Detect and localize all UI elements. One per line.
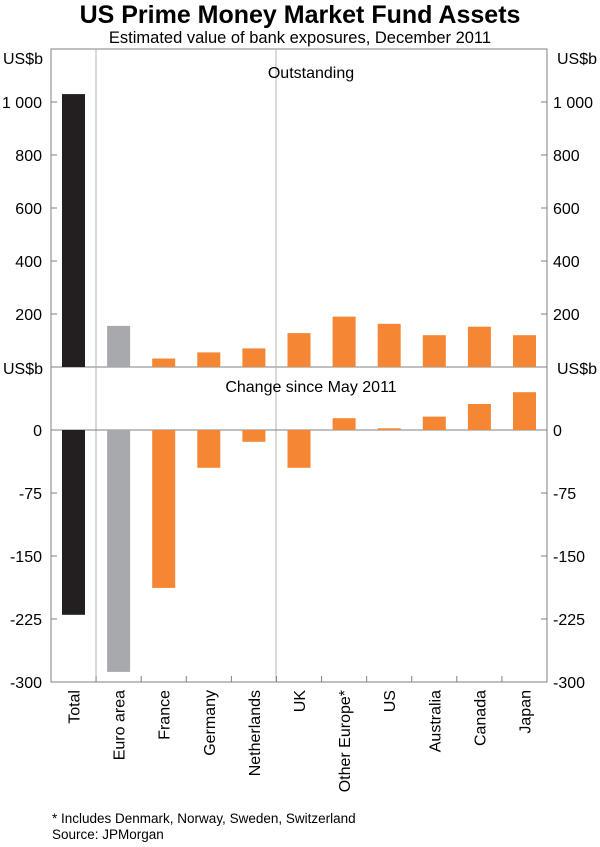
axis-ticks xyxy=(51,101,547,683)
chart-subtitle: Estimated value of bank exposures, Decem… xyxy=(109,29,491,47)
chart-title: US Prime Money Market Fund Assets xyxy=(80,1,521,29)
outstanding-bar-australia xyxy=(422,335,446,367)
y-tick-labels: 200 200 400 400 600 600 800 800 1 000 1 000 -300 -3… xyxy=(2,95,593,692)
outstanding-ytick-label-right: 400 xyxy=(553,254,580,271)
outstanding-ytick-label-left: 600 xyxy=(15,201,42,218)
change-bar-euro-area xyxy=(107,430,131,672)
outstanding-bar-us xyxy=(377,323,401,367)
change-bar-uk xyxy=(287,430,311,468)
outstanding-ytick-label-right: 200 xyxy=(553,307,580,324)
category-label-netherlands: Netherlands xyxy=(247,690,264,776)
plot-frame xyxy=(50,48,548,683)
outstanding-ytick-label-left: 1 000 xyxy=(2,95,42,112)
outstanding-bar-netherlands xyxy=(242,348,266,367)
change-ytick-label-right: -300 xyxy=(553,675,585,692)
change-ytick-label-right: -225 xyxy=(553,612,585,629)
change-ytick-label-right: -75 xyxy=(553,486,576,503)
outstanding-ytick-label-left: 200 xyxy=(15,307,42,324)
outstanding-ytick-label-left: 800 xyxy=(15,148,42,165)
outstanding-bar-other-europe xyxy=(332,316,356,367)
change-bar-germany xyxy=(197,430,221,468)
category-label-japan: Japan xyxy=(517,690,534,734)
change-bar-canada xyxy=(467,404,491,430)
change-unit-left: US$b xyxy=(3,361,43,378)
outstanding-bars xyxy=(62,94,536,367)
outstanding-bar-uk xyxy=(287,333,311,367)
change-bar-netherlands xyxy=(242,430,266,442)
category-label-other-europe: Other Europe* xyxy=(337,690,354,792)
change-bar-australia xyxy=(422,416,446,430)
outstanding-ytick-label-right: 600 xyxy=(553,201,580,218)
change-ytick-label-left: -150 xyxy=(10,549,42,566)
change-ytick-label-left: 0 xyxy=(33,423,42,440)
outstanding-panel-title: Outstanding xyxy=(268,65,354,82)
outstanding-bar-germany xyxy=(197,352,221,367)
outstanding-bar-canada xyxy=(467,326,491,367)
outstanding-ytick-label-left: 400 xyxy=(15,254,42,271)
outstanding-unit-right: US$b xyxy=(557,51,597,68)
change-bar-other-europe xyxy=(332,418,356,430)
source-note: Source: JPMorgan xyxy=(52,827,164,842)
footnote: * Includes Denmark, Norway, Sweden, Swit… xyxy=(52,811,356,826)
outstanding-ytick-label-right: 800 xyxy=(553,148,580,165)
outstanding-unit-left: US$b xyxy=(3,51,43,68)
category-label-euro-area: Euro area xyxy=(112,690,129,760)
change-ytick-label-right: -150 xyxy=(553,549,585,566)
change-bar-japan xyxy=(513,392,536,430)
change-ytick-label-left: -75 xyxy=(19,486,42,503)
category-label-uk: UK xyxy=(292,690,309,713)
change-ytick-label-left: -300 xyxy=(10,675,42,692)
outstanding-bar-total xyxy=(62,94,85,367)
outstanding-bar-euro-area xyxy=(107,325,131,367)
category-label-australia: Australia xyxy=(427,690,444,752)
plot-border xyxy=(50,48,548,683)
change-ytick-label-left: -225 xyxy=(10,612,42,629)
change-bars xyxy=(62,392,536,672)
outstanding-ytick-label-right: 1 000 xyxy=(553,95,593,112)
change-bar-france xyxy=(152,430,176,588)
outstanding-bar-japan xyxy=(513,335,536,367)
category-label-germany: Germany xyxy=(202,690,219,756)
change-ytick-label-right: 0 xyxy=(553,423,562,440)
category-label-us: US xyxy=(382,690,399,712)
category-label-france: France xyxy=(157,690,174,740)
change-panel-title: Change since May 2011 xyxy=(225,379,396,396)
category-labels: Total Euro area France Germany Netherlands UK… xyxy=(67,690,535,793)
change-unit-right: US$b xyxy=(557,361,597,378)
change-bar-us xyxy=(377,428,401,430)
change-bar-total xyxy=(62,430,85,615)
outstanding-bar-france xyxy=(152,358,176,367)
category-label-total: Total xyxy=(67,690,84,724)
category-label-canada: Canada xyxy=(472,690,489,746)
